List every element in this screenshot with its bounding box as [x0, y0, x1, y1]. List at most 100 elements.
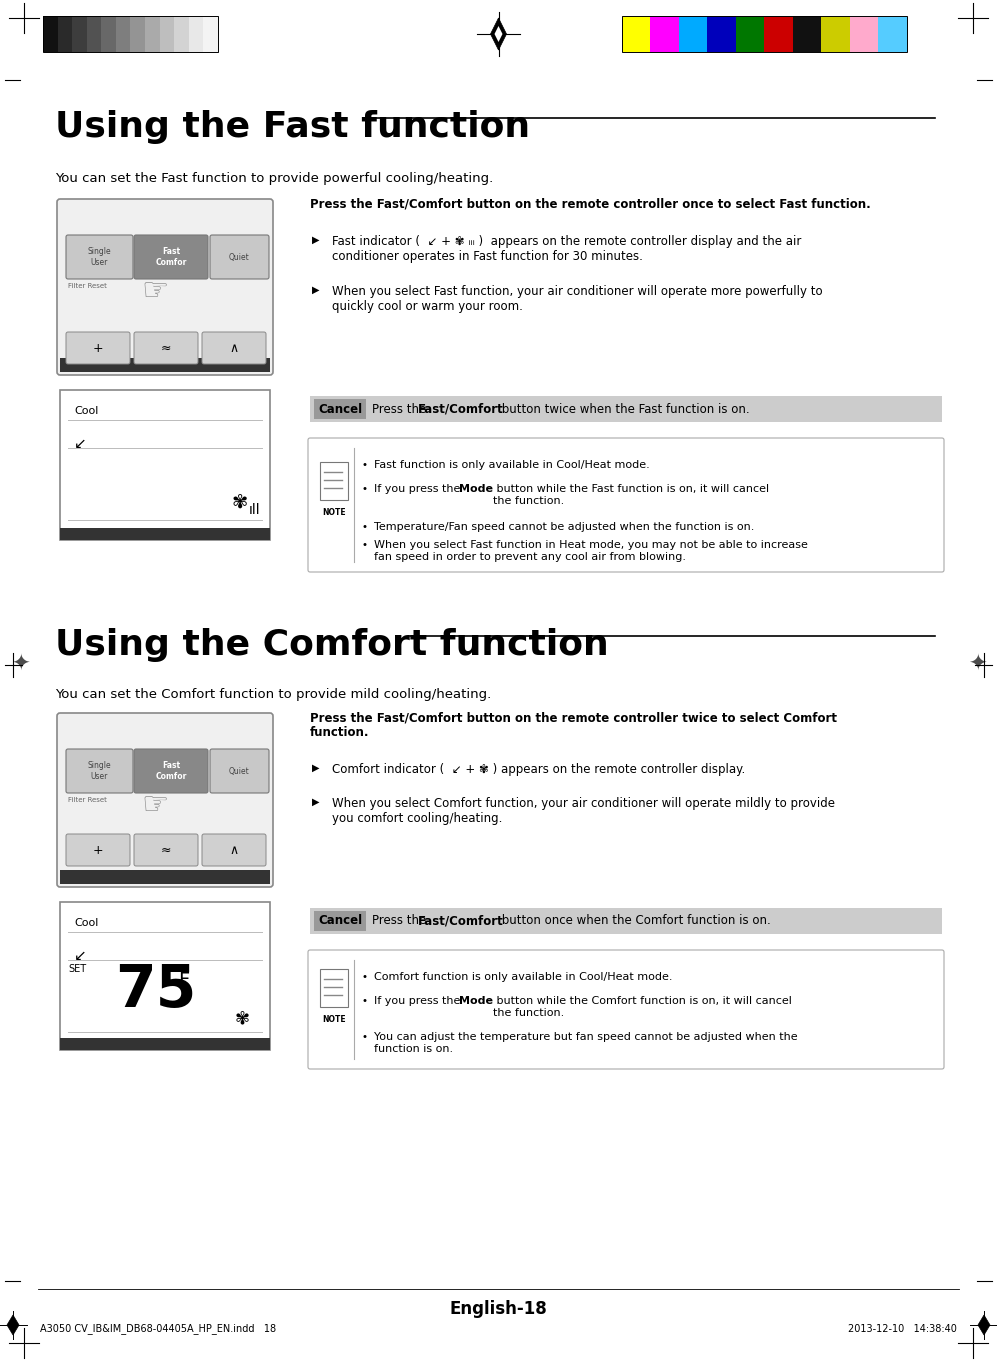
Text: ▶: ▶: [312, 798, 319, 807]
Polygon shape: [978, 1315, 990, 1335]
Text: NOTE: NOTE: [322, 508, 346, 517]
Bar: [60, 1038, 270, 1049]
Text: Filter Reset: Filter Reset: [68, 283, 107, 289]
Text: ∧: ∧: [229, 844, 238, 856]
Text: Fast/Comfort: Fast/Comfort: [418, 403, 503, 415]
Text: +: +: [93, 342, 104, 354]
Text: Fast
Comfor: Fast Comfor: [156, 761, 186, 781]
Text: ≈: ≈: [161, 844, 171, 856]
Polygon shape: [495, 26, 502, 42]
Text: ▶: ▶: [312, 235, 319, 245]
Bar: [174, 16, 189, 52]
Text: Cancel: Cancel: [318, 915, 362, 927]
FancyBboxPatch shape: [134, 834, 198, 866]
Polygon shape: [491, 18, 506, 50]
Bar: [87, 16, 102, 52]
Bar: [188, 16, 204, 52]
Text: ☞: ☞: [142, 792, 168, 821]
Text: Fast
Comfor: Fast Comfor: [156, 248, 186, 267]
Text: ✾: ✾: [234, 1009, 249, 1028]
Bar: [679, 16, 708, 52]
Text: Mode: Mode: [459, 485, 493, 494]
Text: Mode: Mode: [459, 996, 493, 1006]
Bar: [58, 16, 73, 52]
Bar: [131, 16, 146, 52]
Text: ıll: ıll: [249, 504, 261, 517]
Text: Quiet: Quiet: [229, 766, 250, 776]
Text: 2013-12-10   14:38:40: 2013-12-10 14:38:40: [848, 1324, 957, 1334]
Bar: [160, 16, 174, 52]
Text: Using the Fast function: Using the Fast function: [55, 110, 530, 144]
Text: button twice when the Fast function is on.: button twice when the Fast function is o…: [498, 403, 750, 415]
Text: Cool: Cool: [74, 406, 99, 416]
Bar: [708, 16, 737, 52]
Bar: [146, 16, 161, 52]
Text: When you select Comfort function, your air conditioner will operate mildly to pr: When you select Comfort function, your a…: [332, 798, 835, 825]
Text: •: •: [362, 996, 368, 1006]
FancyBboxPatch shape: [66, 235, 133, 279]
Text: button while the Comfort function is on, it will cancel
the function.: button while the Comfort function is on,…: [493, 996, 792, 1018]
Bar: [736, 16, 765, 52]
Text: 75: 75: [115, 961, 196, 1018]
Bar: [43, 16, 218, 52]
Text: button while the Fast function is on, it will cancel
the function.: button while the Fast function is on, it…: [493, 485, 769, 505]
Text: Fast indicator (  ↙ + ✾ ᵢᵢᵢ )  appears on the remote controller display and the : Fast indicator ( ↙ + ✾ ᵢᵢᵢ ) appears on …: [332, 235, 802, 263]
Bar: [650, 16, 680, 52]
Text: Fast function is only available in Cool/Heat mode.: Fast function is only available in Cool/…: [374, 460, 650, 470]
Bar: [310, 908, 942, 934]
Bar: [60, 870, 270, 885]
Text: If you press the: If you press the: [374, 485, 464, 494]
Bar: [622, 16, 651, 52]
Text: Temperature/Fan speed cannot be adjusted when the function is on.: Temperature/Fan speed cannot be adjusted…: [374, 523, 755, 532]
Text: ☞: ☞: [142, 278, 168, 306]
Bar: [765, 16, 794, 52]
Bar: [793, 16, 822, 52]
Text: A3050 CV_IB&IM_DB68-04405A_HP_EN.indd   18: A3050 CV_IB&IM_DB68-04405A_HP_EN.indd 18: [40, 1323, 276, 1334]
FancyBboxPatch shape: [202, 332, 266, 363]
Bar: [320, 969, 348, 1007]
Text: •: •: [362, 972, 368, 983]
Bar: [314, 399, 366, 419]
FancyBboxPatch shape: [202, 834, 266, 866]
FancyBboxPatch shape: [57, 199, 273, 376]
Text: Cool: Cool: [74, 919, 99, 928]
Text: Single
User: Single User: [88, 248, 112, 267]
Text: ✾: ✾: [232, 493, 248, 512]
Text: Cancel: Cancel: [318, 403, 362, 415]
Text: ✦: ✦: [11, 655, 29, 675]
Bar: [43, 16, 58, 52]
Text: Quiet: Quiet: [229, 253, 250, 261]
Text: ▶: ▶: [312, 764, 319, 773]
Bar: [116, 16, 131, 52]
FancyBboxPatch shape: [134, 332, 198, 363]
FancyBboxPatch shape: [308, 438, 944, 572]
FancyBboxPatch shape: [66, 332, 130, 363]
Text: Single
User: Single User: [88, 761, 112, 781]
Bar: [320, 461, 348, 499]
FancyBboxPatch shape: [308, 950, 944, 1068]
Text: Fast/Comfort: Fast/Comfort: [418, 915, 503, 927]
Text: Comfort function is only available in Cool/Heat mode.: Comfort function is only available in Co…: [374, 972, 673, 983]
FancyBboxPatch shape: [66, 834, 130, 866]
Bar: [310, 396, 942, 422]
Text: Comfort indicator (  ↙ + ✾ ) appears on the remote controller display.: Comfort indicator ( ↙ + ✾ ) appears on t…: [332, 764, 745, 776]
Bar: [60, 902, 270, 1049]
Polygon shape: [7, 1315, 19, 1335]
Text: •: •: [362, 523, 368, 532]
FancyBboxPatch shape: [57, 713, 273, 887]
Text: ▶: ▶: [312, 284, 319, 295]
Bar: [314, 911, 366, 931]
Bar: [878, 16, 907, 52]
Text: You can adjust the temperature but fan speed cannot be adjusted when the
functio: You can adjust the temperature but fan s…: [374, 1032, 798, 1053]
Bar: [60, 358, 270, 372]
Bar: [822, 16, 850, 52]
Text: Press the Fast/Comfort button on the remote controller once to select Fast funct: Press the Fast/Comfort button on the rem…: [310, 197, 870, 210]
FancyBboxPatch shape: [210, 749, 269, 793]
FancyBboxPatch shape: [210, 235, 269, 279]
Text: You can set the Comfort function to provide mild cooling/heating.: You can set the Comfort function to prov…: [55, 689, 492, 701]
Text: When you select Fast function, your air conditioner will operate more powerfully: When you select Fast function, your air …: [332, 284, 823, 313]
Text: •: •: [362, 485, 368, 494]
Text: button once when the Comfort function is on.: button once when the Comfort function is…: [498, 915, 771, 927]
Text: Using the Comfort function: Using the Comfort function: [55, 627, 609, 661]
Text: Filter Reset: Filter Reset: [68, 798, 107, 803]
